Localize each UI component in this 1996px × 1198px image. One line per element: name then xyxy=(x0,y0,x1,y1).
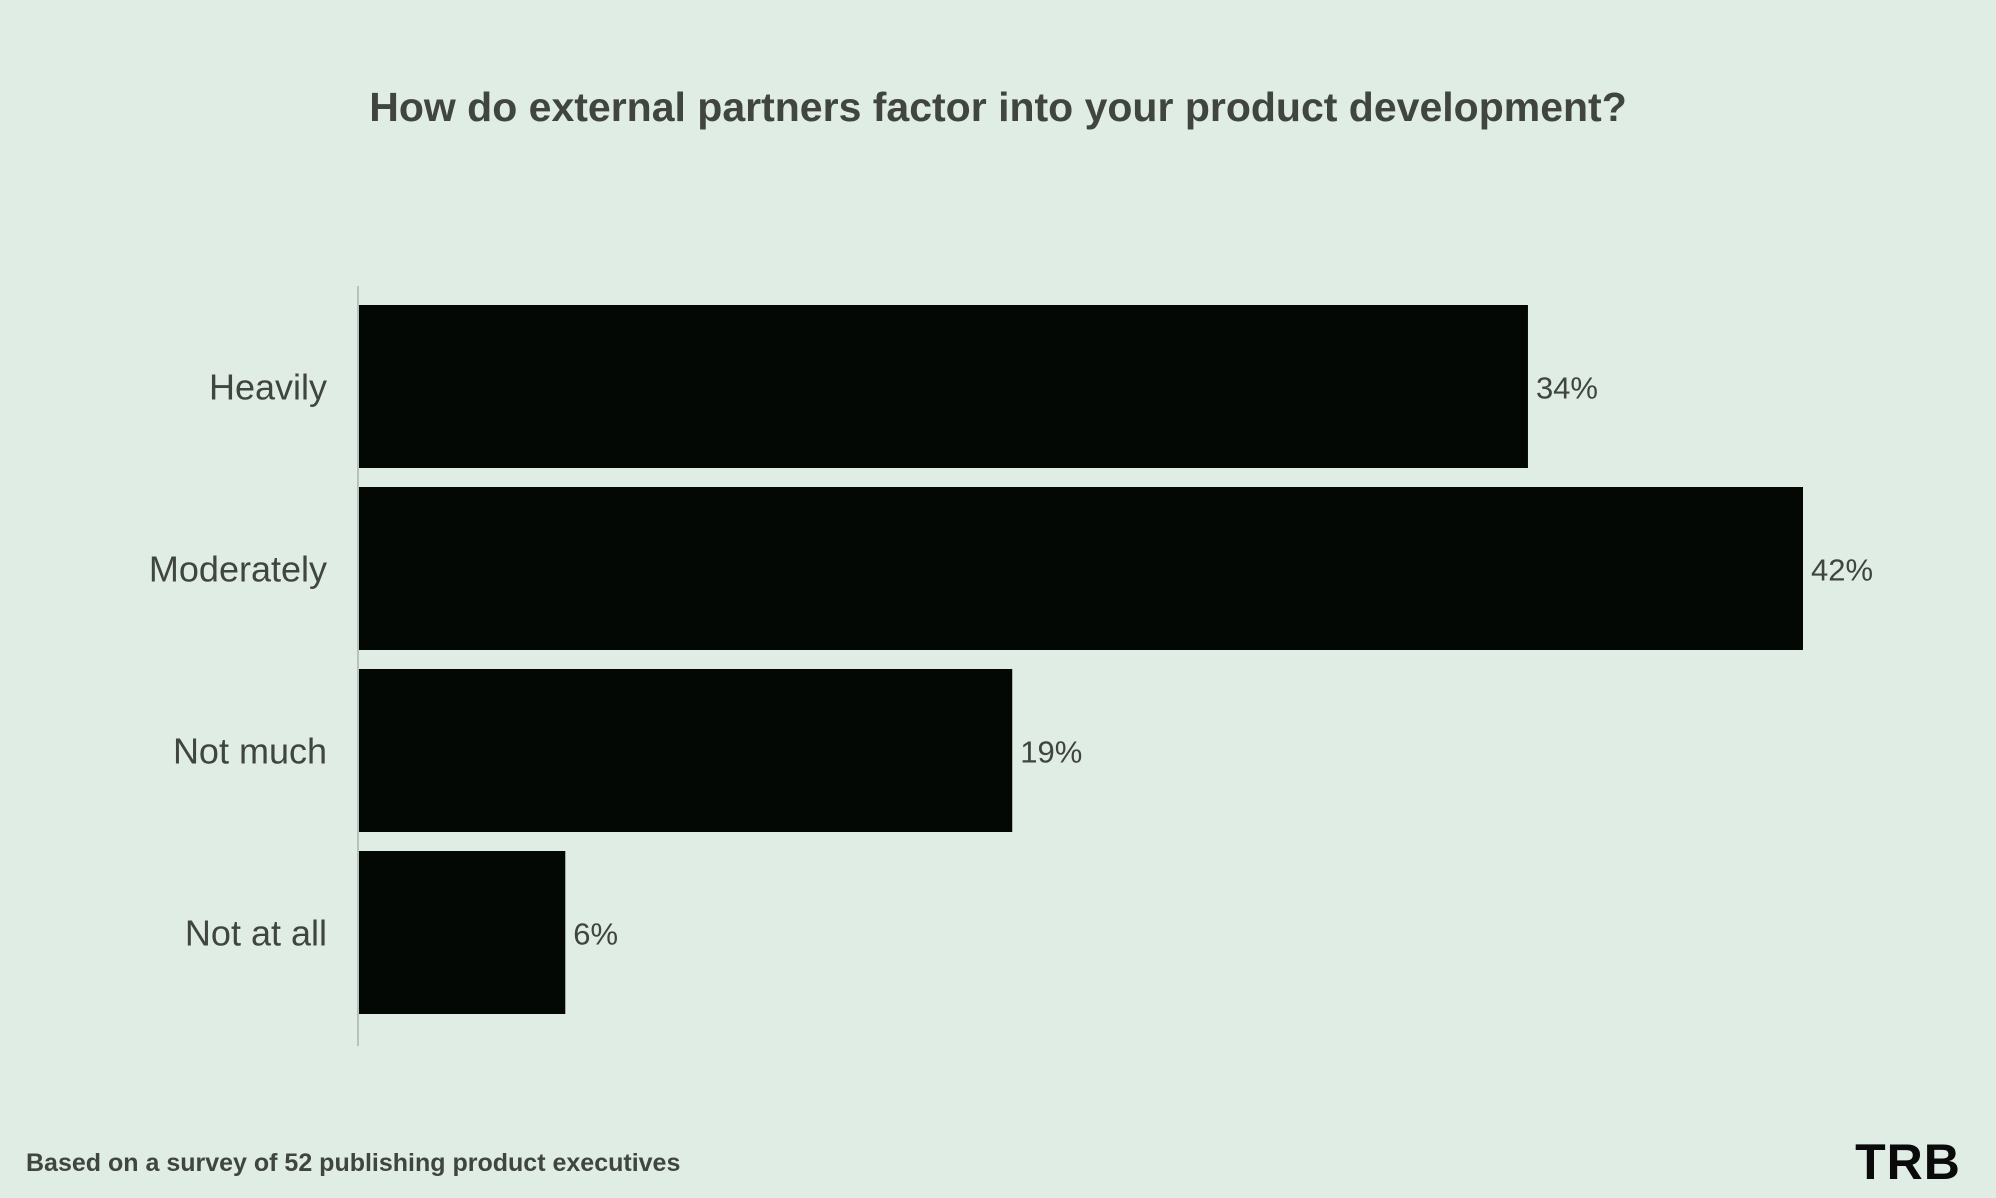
category-label: Moderately xyxy=(149,549,327,590)
value-label: 6% xyxy=(573,917,618,952)
chart-title: How do external partners factor into you… xyxy=(369,84,1627,130)
category-label: Not much xyxy=(173,731,327,772)
category-label: Not at all xyxy=(185,913,327,954)
bars-group xyxy=(359,305,1803,1014)
bar-moderately xyxy=(359,487,1803,650)
trb-logo: TRB xyxy=(1855,1134,1961,1190)
value-labels-group: 34% 42% 19% 6% xyxy=(573,371,1873,952)
footnote: Based on a survey of 52 publishing produ… xyxy=(26,1149,681,1177)
bar-not-at-all xyxy=(359,851,566,1014)
logo-text: TRB xyxy=(1855,1134,1961,1190)
value-label: 34% xyxy=(1536,371,1598,406)
category-labels-group: Heavily Moderately Not much Not at all xyxy=(149,367,327,954)
value-label: 19% xyxy=(1020,735,1082,770)
bar-not-much xyxy=(359,669,1013,832)
bar-heavily xyxy=(359,305,1528,468)
value-label: 42% xyxy=(1811,553,1873,588)
category-label: Heavily xyxy=(209,367,327,408)
